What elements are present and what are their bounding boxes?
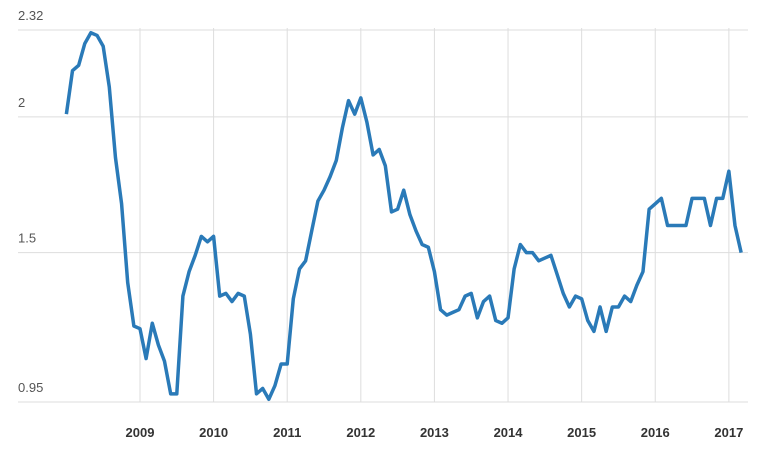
data-line xyxy=(64,30,743,402)
y-tick-label: 0.95 xyxy=(18,380,43,395)
y-tick-label: 2.32 xyxy=(18,8,43,23)
x-tick-label: 2011 xyxy=(273,425,301,440)
x-tick-label: 2010 xyxy=(199,425,228,440)
y-tick-label: 1.5 xyxy=(18,231,36,246)
x-tick-label: 2013 xyxy=(420,425,449,440)
x-tick-label: 2015 xyxy=(567,425,596,440)
x-tick-label: 2012 xyxy=(346,425,375,440)
x-tick-label: 2016 xyxy=(641,425,670,440)
x-tick-label: 2009 xyxy=(126,425,155,440)
x-tick-label: 2017 xyxy=(714,425,743,440)
x-tick-label: 2014 xyxy=(494,425,524,440)
y-tick-label: 2 xyxy=(18,95,25,110)
